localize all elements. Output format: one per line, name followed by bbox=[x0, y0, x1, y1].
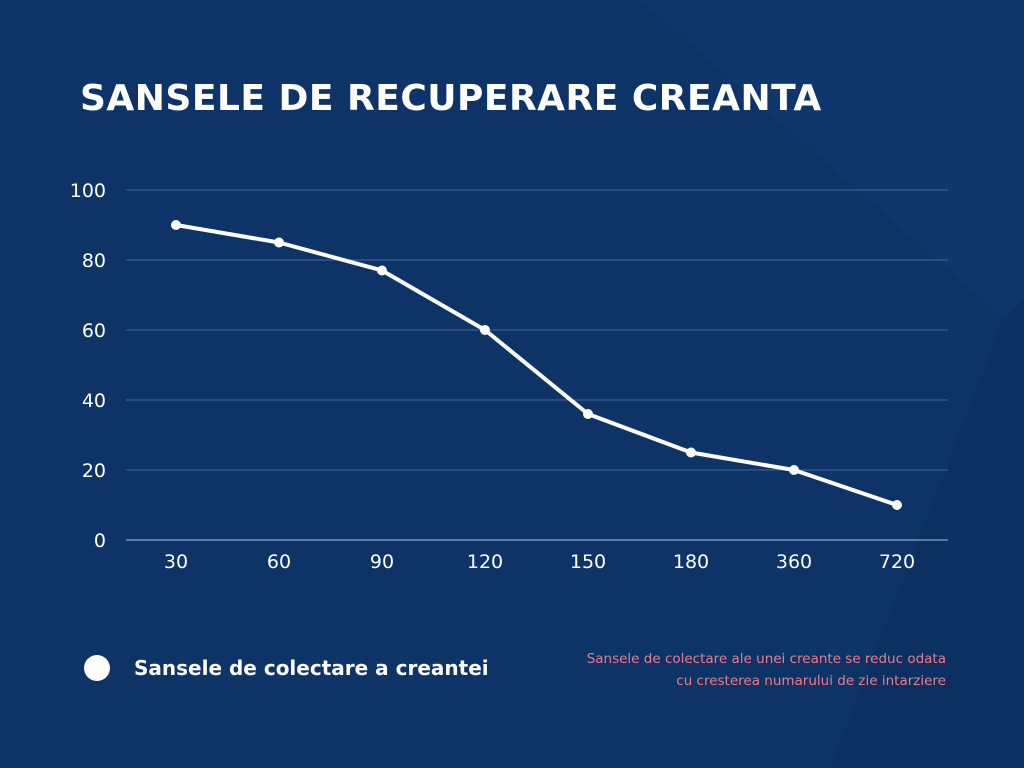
series-line bbox=[174, 223, 899, 507]
data-point bbox=[171, 220, 181, 230]
x-tick-label: 120 bbox=[467, 551, 503, 573]
x-tick-label: 180 bbox=[673, 551, 709, 573]
y-tick-label: 100 bbox=[70, 180, 106, 202]
legend-label: Sansele de colectare a creantei bbox=[134, 656, 489, 680]
annotation-note: Sansele de colectare ale unei creante se… bbox=[526, 648, 946, 692]
x-tick-label: 150 bbox=[570, 551, 606, 573]
page-title: SANSELE DE RECUPERARE CREANTA bbox=[80, 78, 822, 119]
x-tick-label: 30 bbox=[164, 551, 188, 573]
y-tick-label: 20 bbox=[82, 460, 106, 482]
data-point bbox=[480, 325, 490, 335]
legend-marker bbox=[84, 655, 110, 681]
y-tick-label: 80 bbox=[82, 250, 106, 272]
y-axis: 0 20 40 60 80 100 bbox=[70, 180, 106, 552]
data-point bbox=[686, 447, 696, 458]
annotation-line-1: Sansele de colectare ale unei creante se… bbox=[586, 651, 946, 667]
data-point bbox=[789, 465, 799, 475]
x-tick-label: 90 bbox=[370, 551, 394, 573]
gridlines bbox=[126, 189, 948, 541]
y-tick-label: 60 bbox=[82, 320, 106, 342]
y-tick-label: 0 bbox=[94, 530, 106, 552]
x-tick-label: 60 bbox=[267, 551, 291, 573]
y-tick-label: 40 bbox=[82, 390, 106, 412]
legend: Sansele de colectare a creantei bbox=[84, 655, 489, 681]
data-point bbox=[583, 409, 593, 419]
data-point bbox=[377, 265, 387, 276]
data-point bbox=[274, 237, 284, 248]
x-axis: 30 60 90 120 150 180 360 720 bbox=[164, 551, 915, 573]
annotation-line-2: cu cresterea numarului de zie intarziere bbox=[676, 673, 946, 689]
x-tick-label: 360 bbox=[776, 551, 812, 573]
x-tick-label: 720 bbox=[879, 551, 915, 573]
series bbox=[171, 220, 902, 510]
data-point bbox=[892, 500, 902, 510]
